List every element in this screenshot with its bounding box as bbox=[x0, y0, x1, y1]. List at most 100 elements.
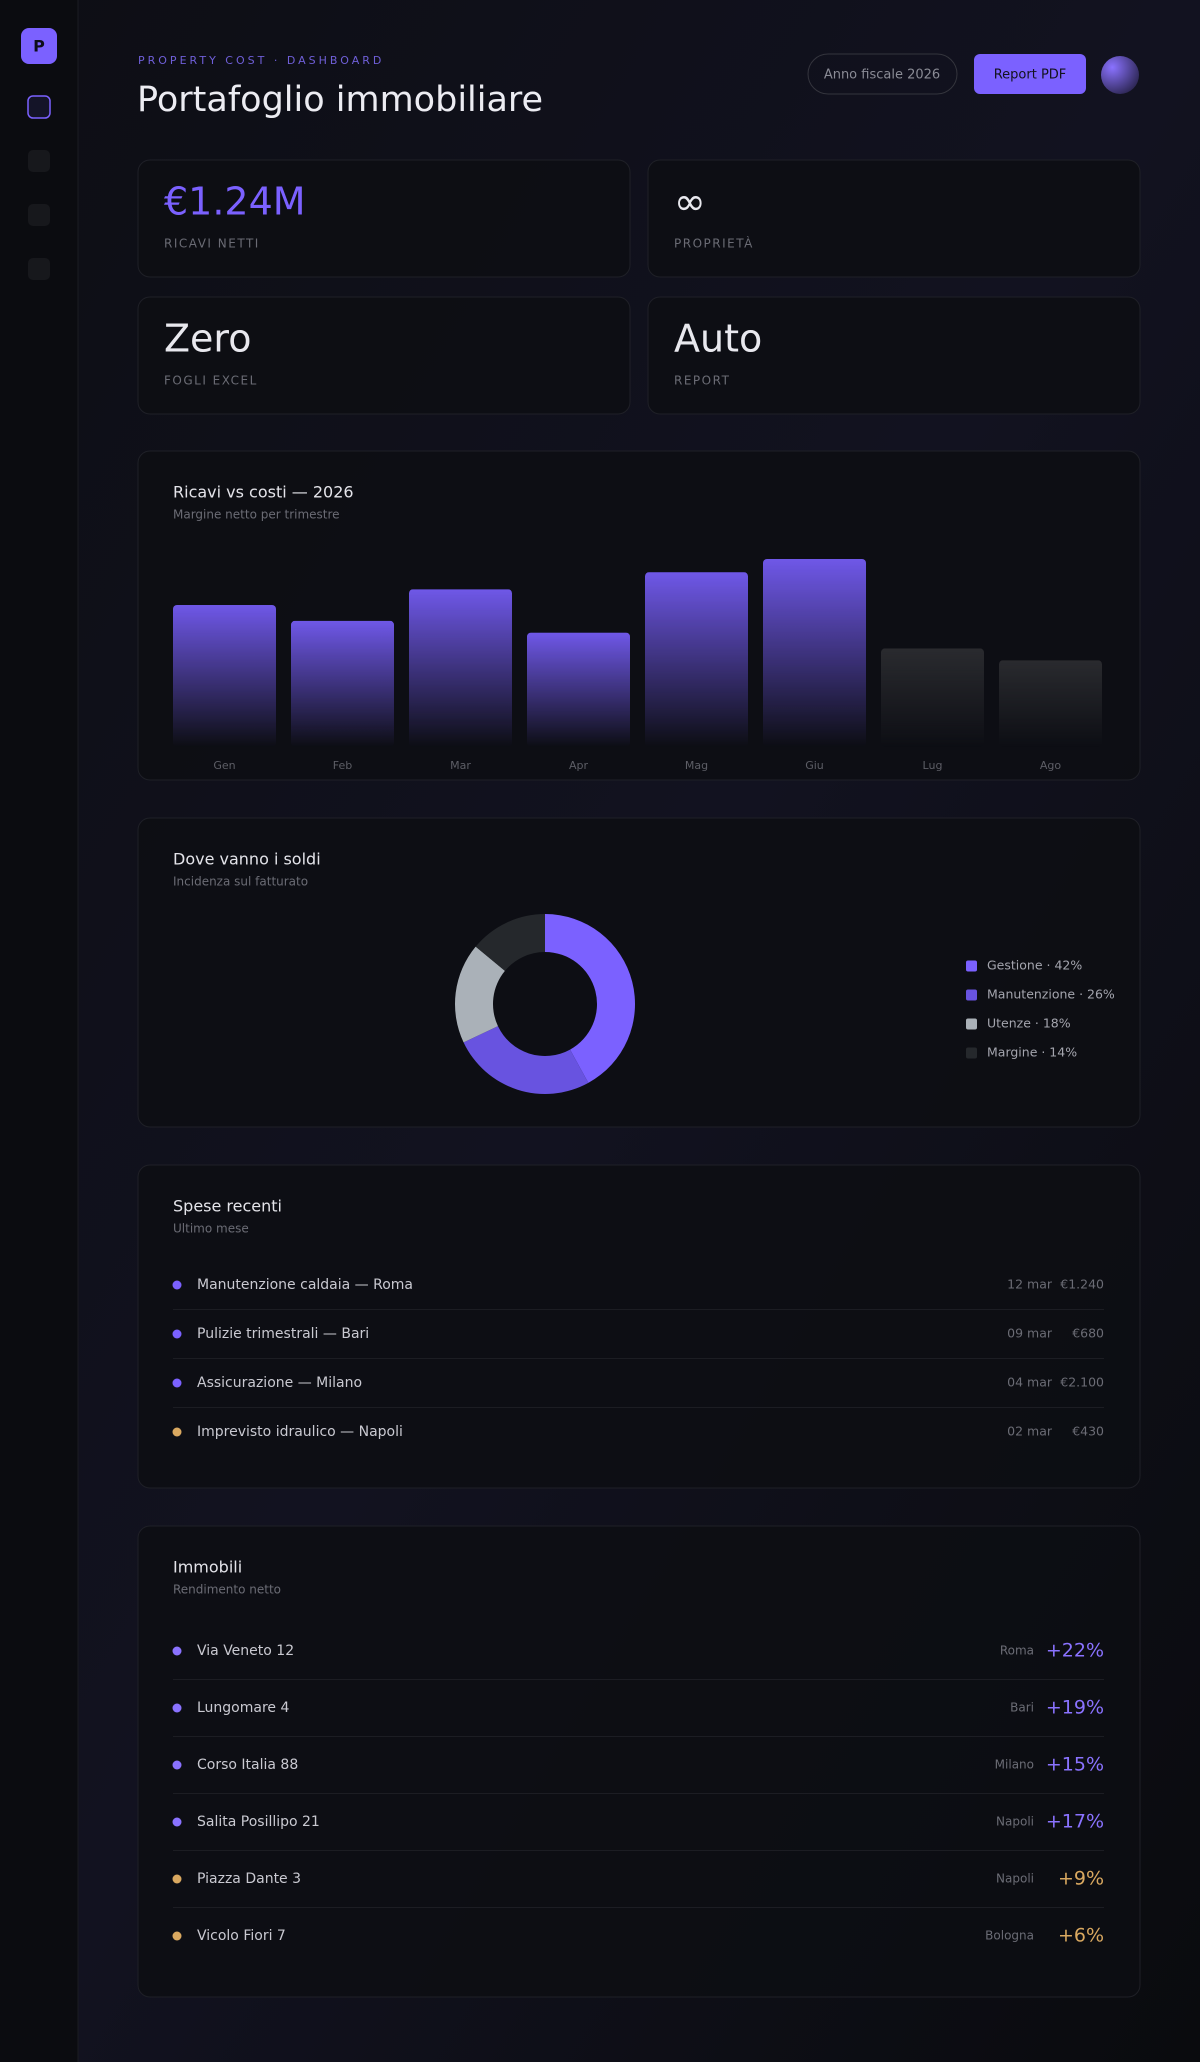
kpi-value: €1.24M bbox=[164, 180, 306, 224]
avatar[interactable] bbox=[1101, 56, 1139, 94]
property-name: Salita Posillipo 21 bbox=[197, 1814, 320, 1830]
row-dot bbox=[172, 1703, 182, 1713]
row-dot bbox=[172, 1931, 182, 1941]
card-title: Dove vanno i soldi bbox=[173, 850, 321, 869]
x-tick-label: Lug bbox=[923, 759, 943, 772]
expense-amount: €430 bbox=[1072, 1424, 1104, 1439]
card-title: Immobili bbox=[173, 1558, 242, 1577]
legend-label: Gestione · 42% bbox=[987, 958, 1082, 973]
card-subtitle: Ultimo mese bbox=[173, 1222, 249, 1236]
logo-text: P bbox=[33, 37, 45, 56]
x-tick-label: Gen bbox=[213, 759, 235, 772]
bar bbox=[763, 559, 866, 747]
expense-amount: €1.240 bbox=[1060, 1277, 1104, 1292]
eyebrow: PROPERTY COST · DASHBOARD bbox=[138, 54, 384, 67]
legend-label: Margine · 14% bbox=[987, 1045, 1077, 1060]
property-name: Vicolo Fiori 7 bbox=[197, 1928, 286, 1944]
card bbox=[647, 296, 1141, 415]
expense-amount: €680 bbox=[1072, 1326, 1104, 1341]
fiscal-year-text: Anno fiscale 2026 bbox=[824, 68, 940, 83]
expense-name: Imprevisto idraulico — Napoli bbox=[197, 1424, 403, 1440]
property-name: Corso Italia 88 bbox=[197, 1757, 298, 1773]
property-yield: +6% bbox=[1058, 1925, 1104, 1947]
kpi-label: PROPRIETÀ bbox=[674, 236, 754, 251]
legend-swatch bbox=[966, 1047, 977, 1059]
kpi-value: Zero bbox=[164, 317, 251, 361]
bar bbox=[645, 572, 748, 747]
bar bbox=[999, 660, 1102, 747]
card bbox=[137, 1525, 1141, 1998]
property-city: Napoli bbox=[996, 1872, 1034, 1886]
page-title: Portafoglio immobiliare bbox=[137, 80, 543, 120]
kpi-value: Auto bbox=[674, 317, 762, 361]
logo[interactable] bbox=[21, 28, 57, 64]
expense-name: Pulizie trimestrali — Bari bbox=[197, 1326, 369, 1342]
row-dot bbox=[172, 1817, 182, 1827]
x-tick-label: Mag bbox=[685, 759, 708, 772]
legend-swatch bbox=[966, 989, 977, 1001]
card bbox=[137, 817, 1141, 1128]
card-subtitle: Rendimento netto bbox=[173, 1583, 281, 1597]
donut-slice bbox=[475, 914, 545, 971]
row-dot bbox=[172, 1378, 182, 1388]
expense-date: 02 mar bbox=[1007, 1424, 1053, 1439]
donut-slice bbox=[545, 914, 635, 1083]
nav-icon[interactable] bbox=[28, 258, 50, 280]
property-city: Milano bbox=[995, 1758, 1034, 1772]
x-tick-label: Ago bbox=[1040, 759, 1062, 772]
card-title: Ricavi vs costi — 2026 bbox=[173, 483, 354, 502]
property-yield: +22% bbox=[1046, 1640, 1104, 1662]
property-yield: +17% bbox=[1046, 1811, 1104, 1833]
donut-slice bbox=[454, 946, 505, 1043]
nav-icon[interactable] bbox=[27, 95, 51, 119]
legend-swatch bbox=[966, 960, 977, 972]
row-dot bbox=[172, 1646, 182, 1656]
expense-amount: €2.100 bbox=[1060, 1375, 1104, 1390]
legend-label: Manutenzione · 26% bbox=[987, 987, 1115, 1002]
expense-date: 09 mar bbox=[1007, 1326, 1053, 1341]
card bbox=[137, 159, 631, 278]
property-name: Piazza Dante 3 bbox=[197, 1871, 301, 1887]
bar bbox=[527, 632, 630, 747]
row-dot bbox=[172, 1329, 182, 1339]
row-dot bbox=[172, 1874, 182, 1884]
nav-icon[interactable] bbox=[28, 150, 50, 172]
legend-label: Utenze · 18% bbox=[987, 1016, 1071, 1031]
expense-name: Manutenzione caldaia — Roma bbox=[197, 1277, 413, 1293]
sidebar bbox=[0, 0, 78, 2062]
nav-icon[interactable] bbox=[28, 204, 50, 226]
property-yield: +15% bbox=[1046, 1754, 1104, 1776]
kpi-value: ∞ bbox=[674, 180, 706, 224]
property-yield: +9% bbox=[1058, 1868, 1104, 1890]
property-name: Via Veneto 12 bbox=[197, 1643, 294, 1659]
expense-date: 12 mar bbox=[1007, 1277, 1053, 1292]
card-title: Spese recenti bbox=[173, 1197, 282, 1216]
expense-name: Assicurazione — Milano bbox=[197, 1375, 362, 1391]
fiscal-year-button[interactable] bbox=[807, 53, 958, 95]
expense-date: 04 mar bbox=[1007, 1375, 1053, 1390]
property-city: Roma bbox=[1000, 1644, 1034, 1658]
property-city: Bari bbox=[1010, 1701, 1034, 1715]
kpi-label: REPORT bbox=[674, 374, 730, 388]
report-button[interactable] bbox=[974, 54, 1086, 94]
property-city: Napoli bbox=[996, 1815, 1034, 1829]
row-dot bbox=[172, 1280, 182, 1290]
card bbox=[137, 296, 631, 415]
card bbox=[647, 159, 1141, 278]
report-button-text: Report PDF bbox=[994, 68, 1067, 83]
x-tick-label: Giu bbox=[805, 759, 824, 772]
legend-swatch bbox=[966, 1018, 977, 1030]
x-tick-label: Apr bbox=[569, 759, 589, 772]
x-tick-label: Feb bbox=[333, 759, 352, 772]
x-tick-label: Mar bbox=[450, 759, 471, 772]
card-subtitle: Incidenza sul fatturato bbox=[173, 875, 308, 889]
bar bbox=[409, 589, 512, 747]
donut-slice bbox=[463, 1026, 589, 1094]
card-subtitle: Margine netto per trimestre bbox=[173, 508, 340, 522]
bar bbox=[291, 620, 394, 747]
bar bbox=[881, 648, 984, 747]
row-dot bbox=[172, 1427, 182, 1437]
kpi-label: FOGLI EXCEL bbox=[164, 374, 258, 388]
property-name: Lungomare 4 bbox=[197, 1700, 289, 1716]
